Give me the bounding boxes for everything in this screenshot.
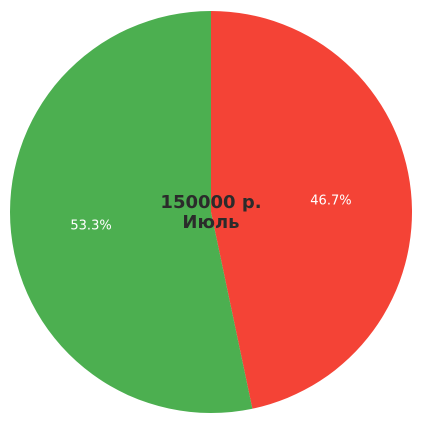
pie-slice-1 xyxy=(211,11,412,409)
pie-slice-2 xyxy=(9,11,253,414)
pie-slice-labels: 46.7% 53.3% xyxy=(70,194,351,234)
pie-slice-1-label: 46.7% xyxy=(310,194,351,209)
pie-slices xyxy=(9,11,412,414)
pie-slice-2-label: 53.3% xyxy=(70,218,111,233)
center-amount-label: 150000 р. xyxy=(160,192,261,213)
center-month-label: Июль xyxy=(182,212,239,233)
